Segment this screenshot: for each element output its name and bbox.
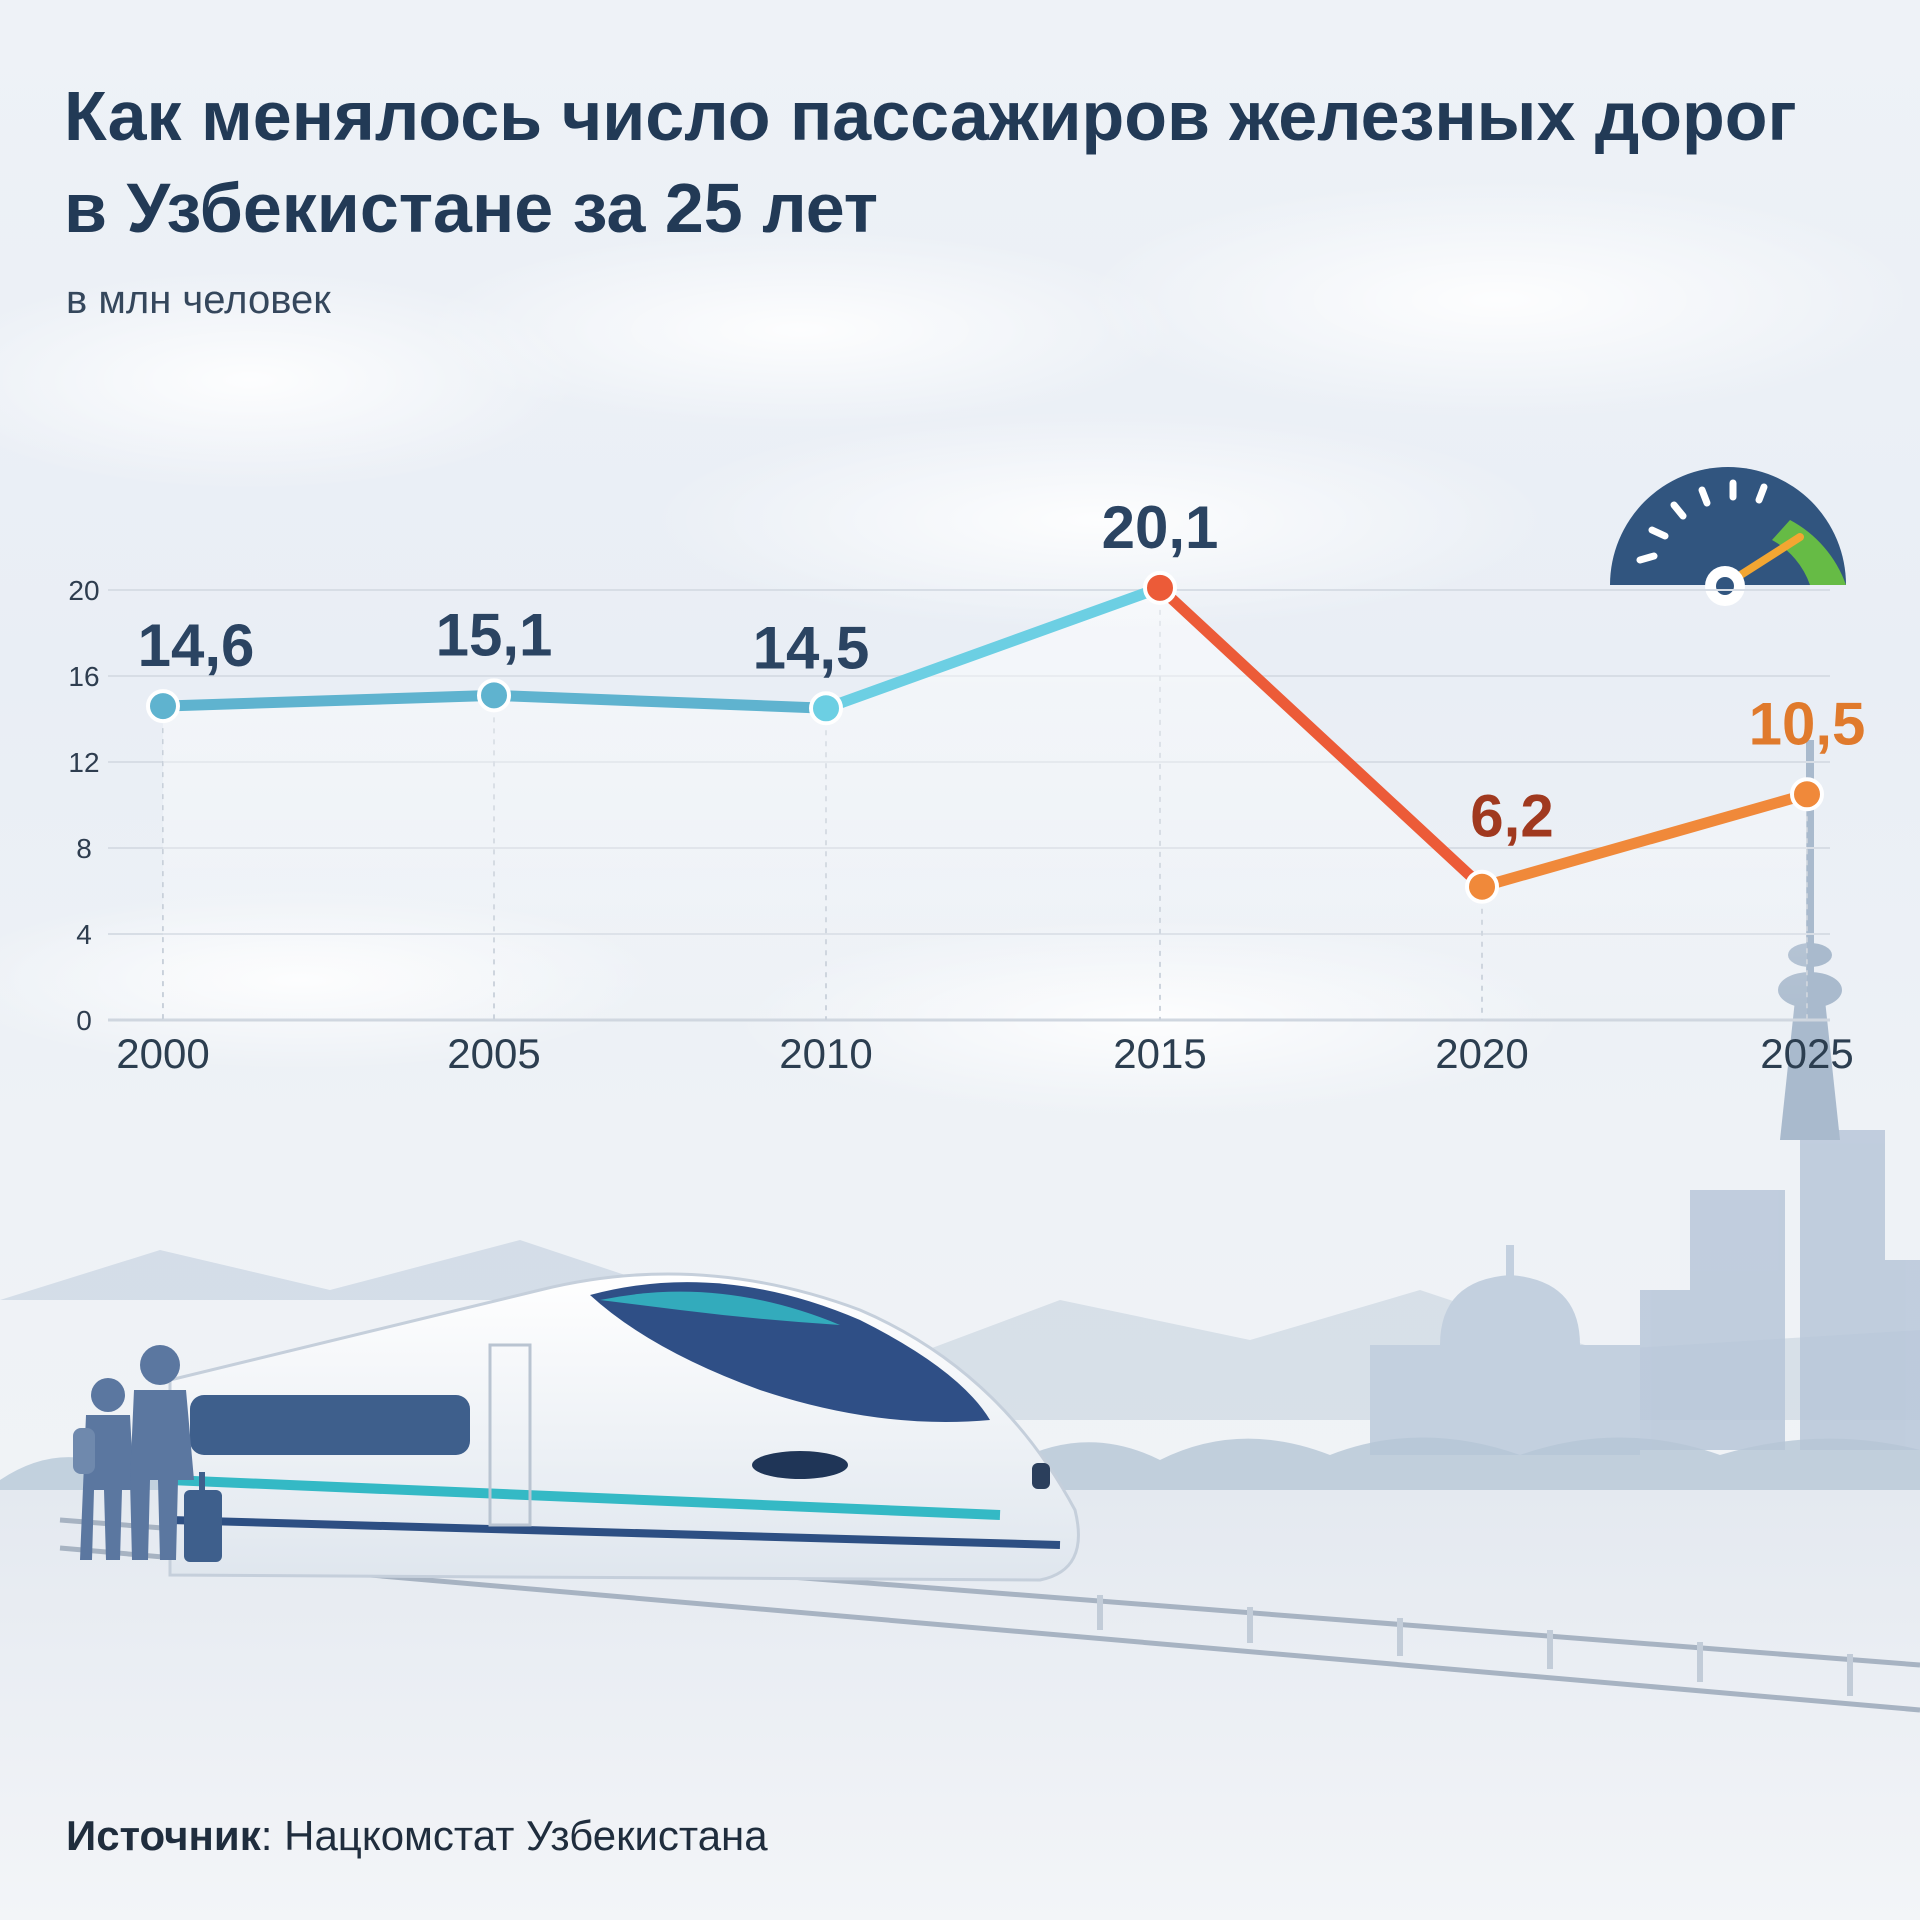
x-tick-label: 2020 xyxy=(1435,1030,1528,1077)
area-fill xyxy=(163,587,1807,1020)
y-tick-label: 8 xyxy=(76,833,92,864)
line-segment xyxy=(488,689,832,714)
line-segment xyxy=(1476,788,1813,893)
data-point xyxy=(146,689,180,724)
data-label: 15,1 xyxy=(436,601,553,668)
x-tick-label: 2015 xyxy=(1113,1030,1206,1077)
x-tick-label: 2000 xyxy=(116,1030,209,1077)
data-point xyxy=(1790,777,1824,812)
mosque-dome-icon xyxy=(1370,1245,1640,1455)
line-segment xyxy=(157,689,500,712)
data-label: 14,5 xyxy=(753,614,870,681)
data-label: 6,2 xyxy=(1470,783,1553,850)
train-icon xyxy=(168,1272,1080,1582)
source-text: Нацкомстат Узбекистана xyxy=(284,1812,768,1859)
data-label: 20,1 xyxy=(1102,494,1219,561)
speedometer-icon xyxy=(1610,467,1846,606)
y-tick-label: 20 xyxy=(68,575,99,606)
x-tick-label: 2005 xyxy=(447,1030,540,1077)
chart-title: Как менялось число пассажиров железных д… xyxy=(64,77,1797,247)
data-point xyxy=(1465,869,1499,904)
skyline-icon xyxy=(1640,1130,1920,1450)
line-segment xyxy=(820,582,1166,714)
data-point xyxy=(809,691,843,726)
data-point xyxy=(1143,570,1177,605)
data-point xyxy=(477,678,511,713)
chart-subtitle: в млн человек xyxy=(66,278,331,322)
source-separator: : xyxy=(260,1812,285,1859)
data-label: 14,6 xyxy=(138,612,255,679)
y-tick-label: 12 xyxy=(68,747,99,778)
data-label: 10,5 xyxy=(1749,690,1866,757)
travelers-icon xyxy=(73,1345,222,1562)
y-tick-label: 16 xyxy=(68,661,99,692)
source-label: Источник xyxy=(66,1812,261,1859)
y-tick-label: 0 xyxy=(76,1005,92,1036)
y-tick-label: 4 xyxy=(76,919,92,950)
x-tick-label: 2025 xyxy=(1760,1030,1853,1077)
x-tick-label: 2010 xyxy=(779,1030,872,1077)
line-segment xyxy=(1154,582,1488,893)
source-note: Источник: Нацкомстат Узбекистана xyxy=(66,1812,768,1860)
